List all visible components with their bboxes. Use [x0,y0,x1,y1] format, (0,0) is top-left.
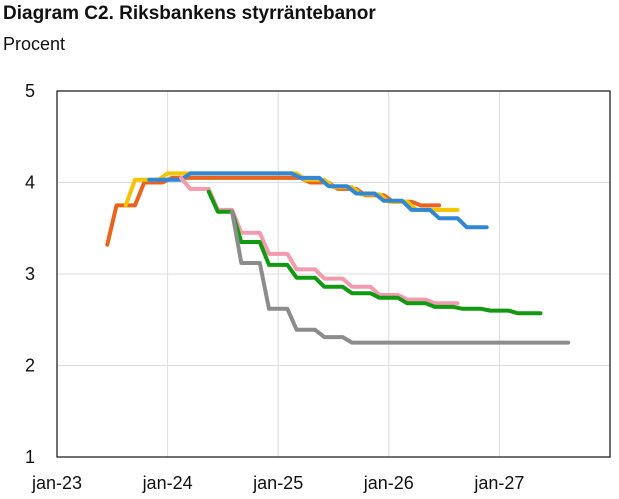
x-tick-label: jan-23 [31,473,82,493]
y-tick-label: 2 [25,356,35,376]
series-line-4 [206,189,543,316]
y-tick-label: 3 [25,264,35,284]
x-tick-label: jan-24 [142,473,193,493]
series-line-5 [230,209,571,345]
tick-labels: 1 2 3 4 5 jan-23 jan-24 jan-25 jan-26 jan-27 [25,81,524,493]
x-tick-label: jan-26 [363,473,414,493]
chart-title: Diagram C2. Riksbankens styrräntebanor [3,3,376,24]
y-tick-label: 4 [25,173,35,193]
x-tick-label: jan-25 [252,473,303,493]
series-lines [105,171,571,345]
y-axis-unit-label: Procent [3,34,66,54]
x-tick-label: jan-27 [473,473,524,493]
y-tick-label: 1 [25,447,35,467]
plot-frame [56,90,611,458]
gridlines [56,90,610,458]
series-line-0 [105,175,442,247]
y-tick-label: 5 [25,81,35,101]
series-line-2 [147,171,489,230]
